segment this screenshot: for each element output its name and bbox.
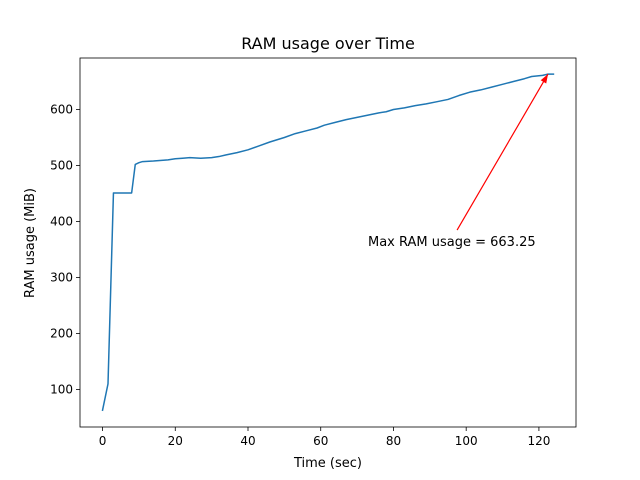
x-tick-label: 80 xyxy=(386,434,401,448)
x-tick-label: 40 xyxy=(240,434,255,448)
axes-frame xyxy=(79,57,577,428)
y-tick-label: 200 xyxy=(50,326,73,340)
chart-title: RAM usage over Time xyxy=(241,34,415,53)
annotation-text: Max RAM usage = 663.25 xyxy=(368,235,536,250)
x-tick-label: 60 xyxy=(313,434,328,448)
annotation-arrow-head xyxy=(540,74,548,84)
y-tick-label: 300 xyxy=(50,270,73,284)
x-tick-label: 0 xyxy=(99,434,107,448)
y-tick-label: 100 xyxy=(50,382,73,396)
x-tick-label: 100 xyxy=(455,434,478,448)
series-line-0 xyxy=(101,73,555,412)
annotation-arrow-line xyxy=(456,73,549,231)
y-tick-label: 500 xyxy=(50,159,73,173)
plot-area: 0 20 40 60 80 100 120 100 200 300 400 500 600 xyxy=(50,57,577,448)
x-axis-label: Time (sec) xyxy=(293,456,362,471)
x-tick-label: 120 xyxy=(527,434,550,448)
y-tick-label: 400 xyxy=(50,215,73,229)
x-tick-label: 20 xyxy=(168,434,183,448)
y-axis-label: RAM usage (MiB) xyxy=(23,188,38,298)
y-tick-label: 600 xyxy=(50,103,73,117)
